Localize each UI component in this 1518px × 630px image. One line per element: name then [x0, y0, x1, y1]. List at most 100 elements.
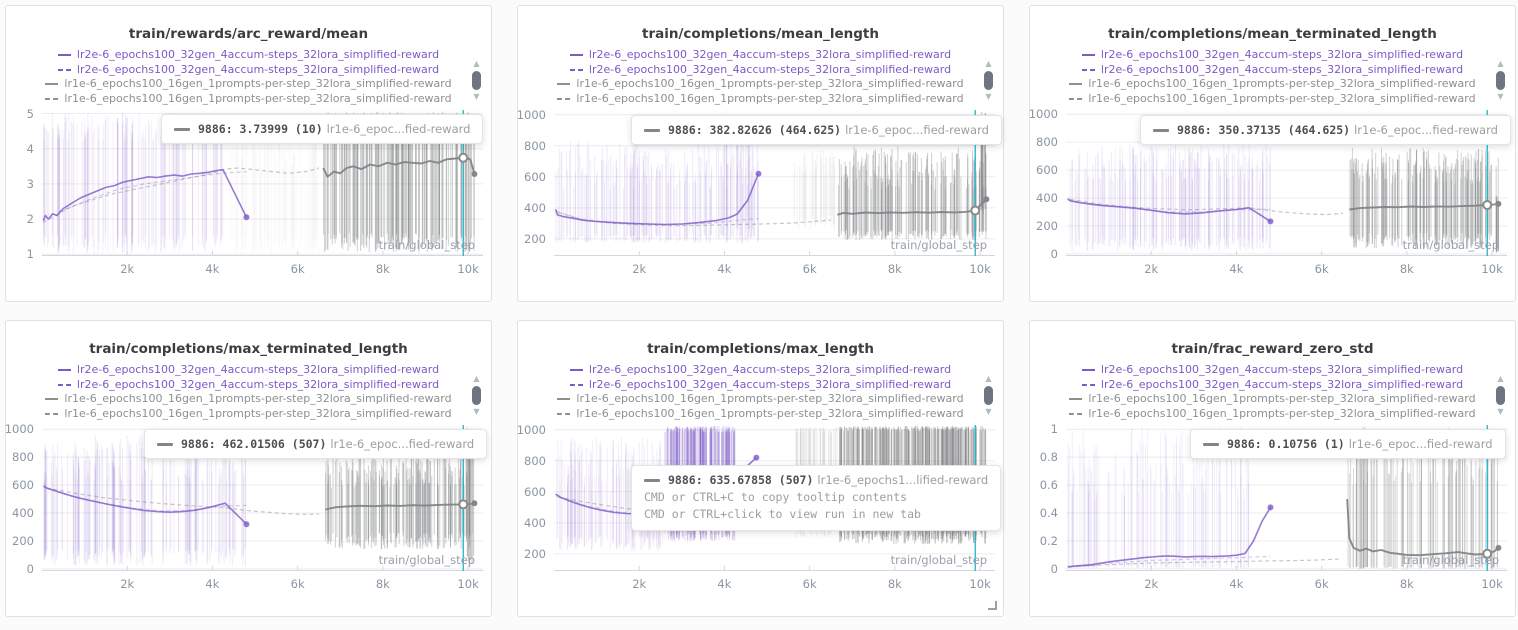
x-tick-label: 4k: [1229, 262, 1244, 276]
legend-item[interactable]: lr2e-6_epochs100_32gen_4accum-steps_32lo…: [6, 63, 491, 78]
legend-dashed-line-icon: [57, 68, 71, 71]
scroll-up-icon[interactable]: ▲: [473, 374, 480, 383]
x-tick-label: 6k: [290, 577, 305, 591]
legend-label: lr2e-6_epochs100_32gen_4accum-steps_32lo…: [588, 62, 952, 76]
legend-scrollbar: ▲ ▼: [981, 375, 996, 416]
legend-item[interactable]: lr1e-6_epochs100_16gen_1prompts-per-step…: [6, 92, 491, 107]
scroll-up-icon[interactable]: ▲: [985, 59, 992, 68]
scroll-down-icon[interactable]: ▼: [473, 92, 480, 101]
legend: lr2e-6_epochs100_32gen_4accum-steps_32lo…: [1030, 363, 1515, 421]
resize-handle[interactable]: [988, 601, 997, 610]
chart-title: train/rewards/arc_reward/mean: [128, 26, 369, 42]
legend-item[interactable]: lr1e-6_epochs100_16gen_1prompts-per-step…: [518, 392, 1003, 407]
x-tick-label: 4k: [717, 262, 732, 276]
plot-area[interactable]: 0 0.2 0.4 0.6 0.8 1 train/global_step 9886: 0…: [1040, 422, 1507, 576]
plot-area[interactable]: 0 200 400 600 800 1000 train/global_step 9886…: [5, 422, 488, 576]
chart-canvas: [1066, 110, 1507, 256]
legend-scrollbar: ▲ ▼: [1493, 60, 1508, 101]
legend-solid-line-icon: [45, 83, 59, 86]
scroll-up-icon[interactable]: ▲: [985, 374, 992, 383]
scroll-up-icon[interactable]: ▲: [473, 59, 480, 68]
y-tick-label: 200: [1036, 218, 1058, 233]
legend-item[interactable]: lr1e-6_epochs100_16gen_1prompts-per-step…: [1030, 77, 1515, 92]
scroll-thumb[interactable]: [984, 71, 993, 90]
y-tick-label: 200: [524, 546, 546, 561]
plot-area[interactable]: 200 400 600 800 1000 train/global_step 9886:…: [517, 108, 1002, 256]
scroll-down-icon[interactable]: ▼: [985, 92, 992, 101]
x-tick-label: 8k: [887, 262, 902, 276]
legend-item[interactable]: lr1e-6_epochs100_16gen_1prompts-per-step…: [6, 407, 491, 422]
legend-item[interactable]: lr2e-6_epochs100_32gen_4accum-steps_32lo…: [518, 378, 1003, 393]
legend-scrollbar: ▲ ▼: [469, 60, 484, 101]
legend-item[interactable]: lr2e-6_epochs100_32gen_4accum-steps_32lo…: [518, 48, 1003, 63]
legend-item[interactable]: lr2e-6_epochs100_32gen_4accum-steps_32lo…: [6, 378, 491, 393]
scroll-thumb[interactable]: [1496, 386, 1505, 405]
legend-item[interactable]: lr1e-6_epochs100_16gen_1prompts-per-step…: [518, 77, 1003, 92]
legend-item[interactable]: lr1e-6_epochs100_16gen_1prompts-per-step…: [518, 407, 1003, 422]
legend-item[interactable]: lr1e-6_epochs100_16gen_1prompts-per-step…: [1030, 407, 1515, 422]
y-tick-label: 400: [524, 515, 546, 530]
chart-tooltip: 9886: 3.73999 (10) lr1e-6_epoc...fied-rew…: [161, 114, 484, 144]
y-tick-label: 1: [26, 247, 34, 262]
plot-area[interactable]: 200 400 600 800 1000 train/global_step 9886:…: [517, 423, 1002, 571]
legend-item[interactable]: lr2e-6_epochs100_32gen_4accum-steps_32lo…: [518, 363, 1003, 378]
legend-item[interactable]: lr2e-6_epochs100_32gen_4accum-steps_32lo…: [6, 48, 491, 63]
plot-area[interactable]: 0 200 400 600 800 1000 train/global_step 9886…: [1029, 107, 1511, 261]
legend-item[interactable]: lr1e-6_epochs100_16gen_1prompts-per-step…: [518, 92, 1003, 107]
chart-title: train/completions/mean_length: [642, 26, 879, 42]
chart-title: train/completions/max_length: [647, 341, 874, 357]
x-tick-label: 2k: [1144, 262, 1159, 276]
scroll-thumb[interactable]: [472, 386, 481, 405]
scroll-up-icon[interactable]: ▲: [1497, 374, 1504, 383]
scroll-down-icon[interactable]: ▼: [473, 407, 480, 416]
scroll-thumb[interactable]: [1496, 71, 1505, 90]
y-axis: 200 400 600 800 1000: [516, 108, 550, 256]
x-axis: 2k 4k 6k 8k 10k: [1066, 256, 1507, 278]
scroll-down-icon[interactable]: ▼: [1497, 407, 1504, 416]
chart-panel-frac-reward-zero-std: train/frac_reward_zero_std lr2e-6_epochs…: [1029, 320, 1516, 617]
tooltip-run-name: lr1e-6_epoc...fied-reward: [1348, 437, 1493, 451]
x-tick-label: 8k: [1399, 577, 1414, 591]
x-tick-label: 8k: [375, 577, 390, 591]
y-tick-label: 600: [12, 478, 34, 493]
legend-item[interactable]: lr1e-6_epochs100_16gen_1prompts-per-step…: [6, 392, 491, 407]
scroll-down-icon[interactable]: ▼: [1497, 92, 1504, 101]
legend-label: lr2e-6_epochs100_32gen_4accum-steps_32lo…: [1100, 48, 1464, 61]
x-axis: 2k 4k 6k 8k 10k: [1066, 571, 1507, 593]
legend-scrollbar: ▲ ▼: [981, 60, 996, 101]
legend-item[interactable]: lr1e-6_epochs100_16gen_1prompts-per-step…: [1030, 92, 1515, 107]
x-tick-label: 10k: [457, 577, 479, 591]
legend-label: lr2e-6_epochs100_32gen_4accum-steps_32lo…: [76, 363, 440, 376]
tooltip-run-name: lr1e-6_epochs1...lified-reward: [817, 473, 989, 487]
y-tick-label: 0: [26, 561, 34, 576]
legend-item[interactable]: lr1e-6_epochs100_16gen_1prompts-per-step…: [1030, 392, 1515, 407]
legend-item[interactable]: lr2e-6_epochs100_32gen_4accum-steps_32lo…: [1030, 48, 1515, 63]
chart-panel-mean-length: train/completions/mean_length lr2e-6_epo…: [517, 5, 1004, 302]
legend-item[interactable]: lr2e-6_epochs100_32gen_4accum-steps_32lo…: [1030, 378, 1515, 393]
scroll-down-icon[interactable]: ▼: [985, 407, 992, 416]
legend-item[interactable]: lr2e-6_epochs100_32gen_4accum-steps_32lo…: [1030, 63, 1515, 78]
scroll-thumb[interactable]: [472, 71, 481, 90]
scroll-up-icon[interactable]: ▲: [1497, 59, 1504, 68]
scroll-thumb[interactable]: [984, 386, 993, 405]
legend-item[interactable]: lr1e-6_epochs100_16gen_1prompts-per-step…: [6, 77, 491, 92]
legend-dashed-line-icon: [57, 383, 71, 386]
legend-label: lr1e-6_epochs100_16gen_1prompts-per-step…: [64, 392, 452, 405]
y-axis: 0 200 400 600 800 1000: [4, 422, 38, 576]
legend-item[interactable]: lr2e-6_epochs100_32gen_4accum-steps_32lo…: [6, 363, 491, 378]
legend-label: lr2e-6_epochs100_32gen_4accum-steps_32lo…: [588, 48, 952, 61]
legend-solid-line-icon: [1069, 83, 1083, 86]
legend-item[interactable]: lr2e-6_epochs100_32gen_4accum-steps_32lo…: [518, 63, 1003, 78]
tooltip-run-name: lr1e-6_epoc...fied-reward: [326, 122, 471, 136]
y-tick-label: 800: [1036, 135, 1058, 150]
legend-label: lr1e-6_epochs100_16gen_1prompts-per-step…: [1088, 77, 1476, 90]
y-tick-label: 0.2: [1039, 533, 1058, 548]
legend-label: lr2e-6_epochs100_32gen_4accum-steps_32lo…: [76, 377, 440, 391]
legend-label: lr2e-6_epochs100_32gen_4accum-steps_32lo…: [588, 363, 952, 376]
y-axis: 1 2 3 4 5: [4, 106, 38, 262]
legend-item[interactable]: lr2e-6_epochs100_32gen_4accum-steps_32lo…: [1030, 363, 1515, 378]
chart-panel-arc-reward-mean: train/rewards/arc_reward/mean lr2e-6_epo…: [5, 5, 492, 302]
legend-dashed-line-icon: [1081, 68, 1095, 71]
y-tick-label: 5: [26, 106, 34, 121]
